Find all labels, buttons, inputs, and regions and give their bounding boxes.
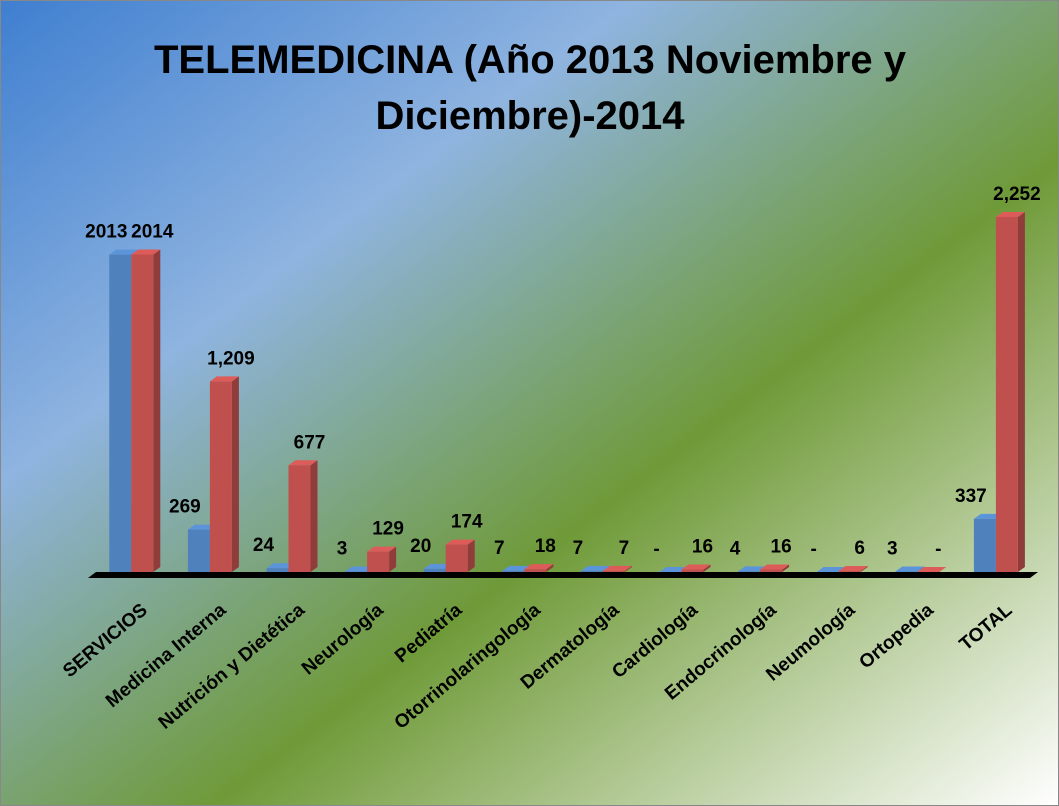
- data-label: 7: [619, 538, 630, 559]
- bar-side: [231, 376, 239, 572]
- bar-top: [187, 524, 217, 530]
- bar: [109, 254, 132, 572]
- data-label: 677: [294, 432, 326, 453]
- bar: [602, 570, 625, 572]
- bar: [524, 569, 547, 572]
- bar-top: [502, 565, 532, 571]
- bar-top: [131, 249, 161, 255]
- data-label: 129: [372, 519, 404, 540]
- bar: [738, 571, 761, 572]
- data-label: 6: [854, 538, 865, 559]
- data-label: 16: [771, 536, 792, 557]
- bar: [367, 551, 390, 572]
- data-label: 20: [410, 536, 431, 557]
- bar-side: [860, 566, 868, 572]
- bar-top: [895, 566, 925, 572]
- data-label: 7: [573, 538, 584, 559]
- data-label: 16: [692, 536, 713, 557]
- bar-top: [738, 566, 768, 572]
- bar-side: [624, 565, 632, 572]
- bar-side: [467, 539, 475, 572]
- bar-top: [367, 546, 397, 552]
- data-label: 2013: [85, 222, 127, 243]
- data-label: 24: [253, 535, 275, 556]
- data-label: -: [653, 539, 659, 560]
- bar-top: [209, 376, 239, 382]
- data-label: -: [935, 539, 941, 560]
- data-label: -: [811, 539, 817, 560]
- bar-top: [524, 564, 554, 570]
- data-label: 7: [494, 538, 505, 559]
- bar-top: [816, 567, 846, 572]
- floor: [88, 572, 1038, 578]
- bar-top: [580, 565, 610, 571]
- bar: [209, 381, 232, 572]
- chart-title: TELEMEDICINA (Año 2013 Noviembre y Dicie…: [153, 38, 906, 138]
- bar-top: [109, 249, 139, 255]
- data-label: 269: [169, 497, 201, 518]
- bar-side: [1017, 212, 1025, 572]
- bar-top: [838, 566, 868, 572]
- bar: [681, 569, 704, 572]
- bar-side: [782, 564, 790, 572]
- bar: [445, 544, 468, 572]
- data-label: 337: [955, 486, 987, 507]
- bar-side: [703, 564, 711, 572]
- bar-side: [917, 566, 925, 572]
- bar-side: [310, 460, 318, 572]
- bar: [760, 569, 783, 572]
- bar: [995, 217, 1018, 572]
- bar-top: [445, 539, 475, 545]
- bar: [187, 529, 210, 572]
- bar: [288, 465, 311, 572]
- bar-top: [659, 567, 689, 572]
- bar: [973, 518, 996, 572]
- bar: [266, 568, 289, 572]
- bar-top: [602, 565, 632, 571]
- data-label: 3: [887, 539, 898, 560]
- bar-top: [266, 563, 296, 569]
- bar-top: [995, 212, 1025, 217]
- bar-top: [973, 513, 1003, 519]
- data-label: 2,252: [993, 184, 1041, 205]
- bar-top: [288, 460, 318, 466]
- data-label: 3: [337, 539, 348, 560]
- bar-top: [917, 567, 947, 572]
- data-label: 18: [535, 536, 556, 557]
- bar-top: [345, 566, 375, 572]
- bar-side: [389, 546, 397, 572]
- bar: [423, 568, 446, 572]
- bar-side: [546, 564, 554, 572]
- data-label: 2014: [131, 222, 174, 243]
- data-label: 4: [730, 538, 741, 559]
- bar-top: [423, 563, 453, 569]
- bar: [131, 254, 154, 572]
- data-label: 1,209: [207, 348, 255, 369]
- bar: [838, 571, 861, 572]
- bar-top: [681, 564, 711, 570]
- bar-top: [760, 564, 790, 570]
- data-label: 174: [451, 512, 483, 533]
- bar: [580, 570, 603, 572]
- bar-side: [153, 249, 161, 572]
- bar: [502, 570, 525, 572]
